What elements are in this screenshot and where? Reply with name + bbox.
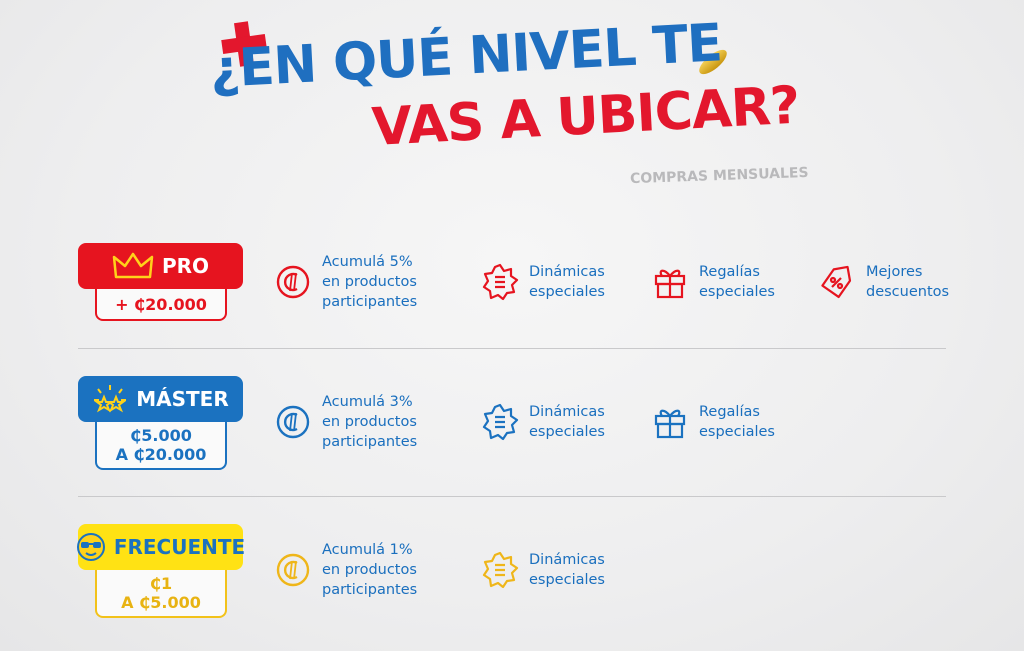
price-line-1: ₵1 [149,574,173,593]
benefit-text: Dinámicas especiales [529,552,605,588]
star-list-icon [481,551,519,589]
star-list-icon [481,403,519,441]
star-list-icon [481,263,519,301]
crown-icon [112,252,154,279]
gift-icon [651,403,689,441]
tier-price: ₵1 A ₵5.000 [95,570,227,618]
gift-icon [651,263,689,301]
subtitle: COMPRAS MENSUALES [629,164,809,188]
price-text: + ₵20.000 [115,294,207,314]
price-line-1: ₵5.000 [130,426,192,445]
benefit-text: Mejores descuentos [866,264,950,300]
colon-coin-icon [274,263,312,301]
tier-price: ₵5.000 A ₵20.000 [95,422,227,470]
tier-name: PRO [161,254,210,278]
benefit-accumulate: Acumulá 3% en productos participantes [274,392,417,452]
benefit-gifts: Regalías especiales [651,402,775,442]
price-line-2: A ₵20.000 [115,445,207,464]
tier-badge: FRECUENTE [76,524,246,570]
colon-coin-icon [274,551,312,589]
price-line-2: A ₵5.000 [121,593,201,612]
benefit-text: Dinámicas especiales [529,404,605,440]
sunglasses-face-icon [76,533,105,561]
benefit-discounts: Mejores descuentos [818,262,949,302]
benefit-text: Regalías especiales [699,404,775,440]
colon-coin-icon [274,403,312,441]
benefit-text: Regalías especiales [699,264,775,300]
benefit-text: Dinámicas especiales [529,264,605,300]
tier-price: + ₵20.000 [95,289,227,321]
tier-name: MÁSTER [136,387,229,411]
benefit-text: Acumulá 1% en productos participantes [322,542,418,598]
benefit-dynamics: Dinámicas especiales [481,550,605,590]
benefit-dynamics: Dinámicas especiales [481,262,605,302]
benefit-text: Acumulá 3% en productos participantes [322,394,418,450]
benefit-text: Acumulá 5% en productos participantes [322,254,418,310]
divider [78,496,946,497]
divider [78,348,946,349]
tier-badge: PRO [78,243,243,289]
sparkle-stars-icon [94,385,127,413]
tier-name: FRECUENTE [113,535,246,559]
page-header: ¿EN QUÉ NIVEL TE VAS A UBICAR? COMPRAS M… [0,0,1024,200]
benefit-accumulate: Acumulá 5% en productos participantes [274,252,417,312]
benefit-gifts: Regalías especiales [651,262,775,302]
benefit-dynamics: Dinámicas especiales [481,402,605,442]
benefit-accumulate: Acumulá 1% en productos participantes [274,540,417,600]
discount-tag-icon [818,263,856,301]
tier-badge: MÁSTER [78,376,243,422]
